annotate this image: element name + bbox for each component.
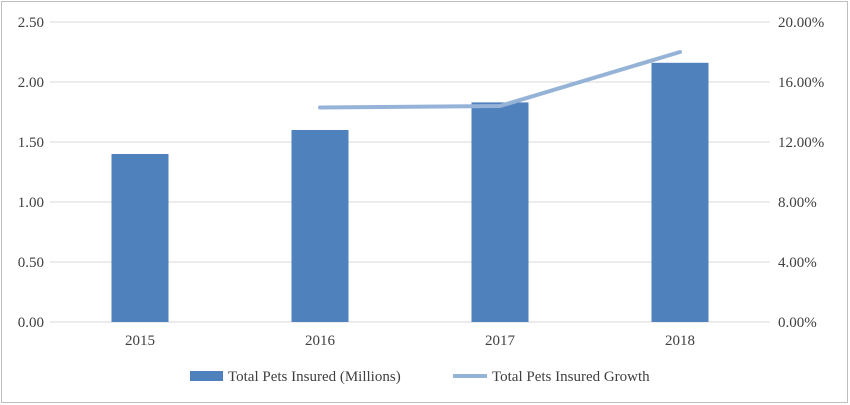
- bar: [651, 62, 709, 323]
- bar: [471, 102, 529, 323]
- left-tick-label: 1.50: [18, 135, 44, 151]
- right-tick-label: 20.00%: [778, 15, 824, 31]
- legend-swatch-bar: [190, 371, 223, 381]
- right-tick-label: 16.00%: [778, 75, 824, 91]
- left-tick-label: 0.50: [18, 255, 44, 271]
- right-tick-label: 0.00%: [778, 315, 817, 331]
- x-tick-label: 2017: [485, 333, 516, 349]
- legend-label-line: Total Pets Insured Growth: [492, 369, 650, 385]
- left-tick-label: 1.00: [18, 195, 44, 211]
- legend: Total Pets Insured (Millions) Total Pets…: [190, 369, 650, 385]
- left-axis-ticks: 0.00 0.50 1.00 1.50 2.00 2.50: [18, 15, 44, 331]
- bar: [111, 154, 169, 322]
- line-series: [318, 50, 682, 110]
- x-tick-label: 2016: [305, 333, 336, 349]
- right-tick-label: 12.00%: [778, 135, 824, 151]
- legend-label-bar: Total Pets Insured (Millions): [228, 369, 401, 385]
- left-tick-label: 0.00: [18, 315, 44, 331]
- bar-series: [111, 62, 709, 323]
- x-axis-ticks: 2015 2016 2017 2018: [125, 333, 695, 349]
- x-tick-label: 2015: [125, 333, 155, 349]
- growth-line: [318, 50, 682, 110]
- bar: [291, 130, 349, 322]
- left-tick-label: 2.50: [18, 15, 44, 31]
- left-tick-label: 2.00: [18, 75, 44, 91]
- gridlines: [50, 21, 770, 323]
- right-axis-ticks: 0.00% 4.00% 8.00% 12.00% 16.00% 20.00%: [778, 15, 824, 331]
- x-tick-label: 2018: [665, 333, 695, 349]
- right-tick-label: 8.00%: [778, 195, 817, 211]
- right-tick-label: 4.00%: [778, 255, 817, 271]
